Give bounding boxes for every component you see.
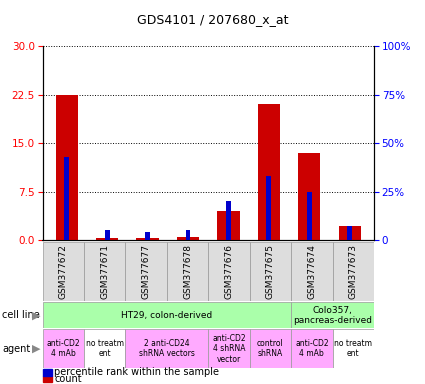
Bar xyxy=(258,104,280,240)
Bar xyxy=(249,242,291,301)
Text: 2 anti-CD24
shRNA vectors: 2 anti-CD24 shRNA vectors xyxy=(139,339,195,358)
Text: Colo357,
pancreas-derived: Colo357, pancreas-derived xyxy=(293,306,372,325)
Text: ▶: ▶ xyxy=(32,310,40,320)
Bar xyxy=(42,242,84,301)
Text: GSM377676: GSM377676 xyxy=(224,244,233,299)
Text: GDS4101 / 207680_x_at: GDS4101 / 207680_x_at xyxy=(137,13,288,26)
Bar xyxy=(177,237,199,240)
Text: GSM377673: GSM377673 xyxy=(349,244,358,299)
Text: no treatm
ent: no treatm ent xyxy=(334,339,372,358)
Text: GSM377671: GSM377671 xyxy=(100,244,109,299)
Text: anti-CD2
4 mAb: anti-CD2 4 mAb xyxy=(295,339,329,358)
Text: GSM377678: GSM377678 xyxy=(183,244,192,299)
Text: ▶: ▶ xyxy=(32,344,40,354)
Bar xyxy=(208,242,249,301)
Bar xyxy=(84,242,125,301)
Bar xyxy=(208,329,249,368)
Text: count: count xyxy=(54,374,82,384)
Bar xyxy=(226,201,231,240)
Text: no treatm
ent: no treatm ent xyxy=(86,339,124,358)
Text: percentile rank within the sample: percentile rank within the sample xyxy=(54,367,219,377)
Bar xyxy=(42,376,52,382)
Text: control
shRNA: control shRNA xyxy=(257,339,284,358)
Bar xyxy=(332,242,374,301)
Bar xyxy=(64,157,69,240)
Bar xyxy=(167,242,208,301)
Text: GSM377672: GSM377672 xyxy=(59,244,68,299)
Bar xyxy=(291,329,332,368)
Bar xyxy=(42,369,52,376)
Bar xyxy=(347,227,352,240)
Bar xyxy=(307,192,312,240)
Bar xyxy=(125,329,208,368)
Text: HT29, colon-derived: HT29, colon-derived xyxy=(121,311,212,320)
Bar xyxy=(125,242,167,301)
Bar xyxy=(136,238,159,240)
Bar xyxy=(96,238,118,240)
Text: agent: agent xyxy=(2,344,30,354)
Bar xyxy=(339,226,361,240)
Text: GSM377677: GSM377677 xyxy=(142,244,150,299)
Bar xyxy=(291,302,374,328)
Bar xyxy=(56,94,78,240)
Bar xyxy=(249,329,291,368)
Bar xyxy=(266,176,271,240)
Bar xyxy=(186,230,190,240)
Bar xyxy=(332,329,374,368)
Bar xyxy=(42,329,84,368)
Bar xyxy=(42,302,291,328)
Text: anti-CD2
4 mAb: anti-CD2 4 mAb xyxy=(46,339,80,358)
Bar xyxy=(298,153,320,240)
Bar xyxy=(217,211,240,240)
Bar xyxy=(145,232,150,240)
Text: GSM377675: GSM377675 xyxy=(266,244,275,299)
Text: cell line: cell line xyxy=(2,310,40,320)
Text: GSM377674: GSM377674 xyxy=(307,244,316,299)
Bar xyxy=(105,230,110,240)
Bar xyxy=(291,242,332,301)
Text: anti-CD2
4 shRNA
vector: anti-CD2 4 shRNA vector xyxy=(212,334,246,364)
Bar xyxy=(84,329,125,368)
